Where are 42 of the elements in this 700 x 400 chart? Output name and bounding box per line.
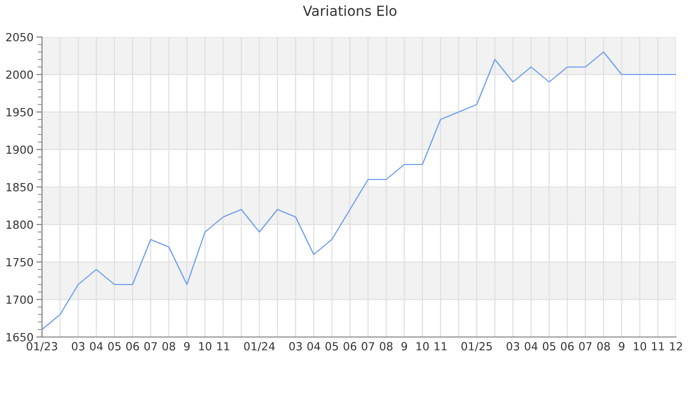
x-tick-label: 08 <box>597 342 610 350</box>
x-tick-label: 9 <box>184 342 190 350</box>
x-tick-label: 10 <box>199 342 212 350</box>
x-tick-label: 08 <box>380 342 392 350</box>
y-tick-label: 1850 <box>6 182 33 192</box>
y-tick-label: 2050 <box>6 32 33 42</box>
x-tick-label: 10 <box>416 342 429 350</box>
x-tick-label: 06 <box>560 342 574 350</box>
y-tick-label: 1700 <box>6 295 33 304</box>
y-tick-label: 1650 <box>6 332 33 342</box>
x-tick-label: 03 <box>506 342 520 350</box>
y-tick-label: 2000 <box>6 70 33 79</box>
x-tick-label: 06 <box>126 342 139 350</box>
x-tick-label: 07 <box>144 342 157 350</box>
x-tick-label: 11 <box>217 342 230 350</box>
x-tick-label: 08 <box>162 342 176 350</box>
y-tick-label: 1750 <box>6 258 33 266</box>
x-tick-label: 03 <box>289 342 302 350</box>
x-tick-label: 05 <box>108 342 121 350</box>
x-tick-label: 11 <box>434 342 447 350</box>
x-tick-label: 01/25 <box>461 342 492 352</box>
x-tick-label: 04 <box>307 342 320 350</box>
x-tick-label: 07 <box>362 342 374 350</box>
y-tick-label: 1800 <box>6 220 33 229</box>
x-tick-label: 11 <box>652 342 664 350</box>
y-tick-label: 1900 <box>6 145 33 154</box>
x-tick-label: 05 <box>325 342 338 350</box>
x-tick-label: 04 <box>524 342 538 350</box>
x-tick-label: 07 <box>579 342 592 350</box>
x-tick-label: 9 <box>401 342 408 350</box>
x-tick-label: 12 <box>670 342 682 350</box>
y-tick-label: 1950 <box>6 108 33 116</box>
x-tick-label: 03 <box>72 342 84 350</box>
x-tick-label: 06 <box>344 342 356 350</box>
chart-title: Variations Elo <box>302 5 396 16</box>
x-tick-label: 9 <box>618 342 624 350</box>
x-tick-label: 10 <box>634 342 646 350</box>
x-tick-label: 04 <box>90 342 103 350</box>
x-tick-label: 01/24 <box>244 342 275 352</box>
x-tick-label: 05 <box>542 342 556 350</box>
x-tick-label: 01/23 <box>26 342 58 352</box>
line-series <box>42 51 676 330</box>
